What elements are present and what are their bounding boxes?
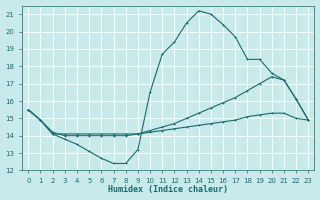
X-axis label: Humidex (Indice chaleur): Humidex (Indice chaleur) [108,185,228,194]
